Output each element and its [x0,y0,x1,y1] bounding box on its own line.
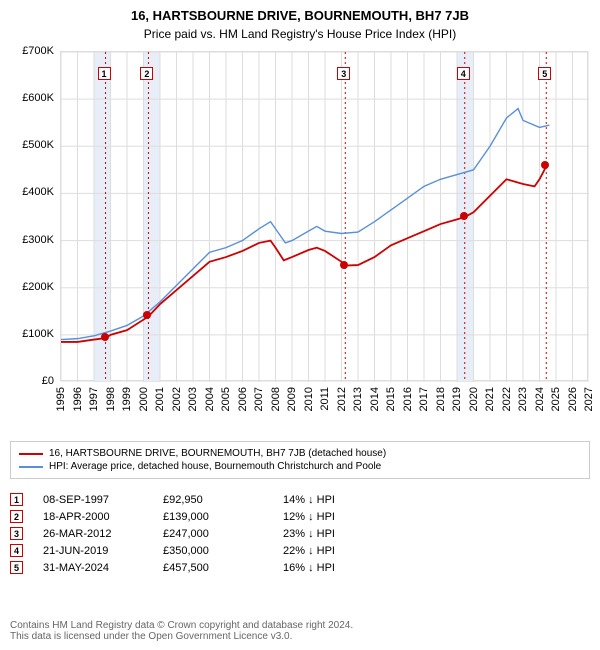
legend-label-hpi: HPI: Average price, detached house, Bour… [49,461,381,472]
x-tick-label: 2013 [352,387,364,411]
x-tick-label: 2014 [369,387,381,411]
legend-item-property: 16, HARTSBOURNE DRIVE, BOURNEMOUTH, BH7 … [19,448,581,459]
y-tick-label: £300K [10,234,54,246]
sale-diff: 12% ↓ HPI [283,511,383,523]
legend-swatch-property [19,453,43,455]
x-tick-label: 2024 [534,387,546,411]
sale-row-marker: 1 [10,493,23,506]
x-tick-label: 2027 [583,387,595,411]
sale-date: 31-MAY-2024 [43,562,143,574]
sale-marker-3: 3 [337,67,350,80]
footer-line2: This data is licensed under the Open Gov… [10,631,590,642]
x-tick-label: 2023 [517,387,529,411]
y-tick-label: £500K [10,139,54,151]
sale-dot-4 [460,212,468,220]
x-tick-label: 2021 [484,387,496,411]
container: 16, HARTSBOURNE DRIVE, BOURNEMOUTH, BH7 … [0,0,600,650]
sale-row-marker: 4 [10,544,23,557]
sale-date: 26-MAR-2012 [43,528,143,540]
sale-diff: 22% ↓ HPI [283,545,383,557]
y-tick-label: £100K [10,328,54,340]
sales-table: 1 08-SEP-1997 £92,950 14% ↓ HPI 2 18-APR-2000… [10,489,590,578]
sale-date: 08-SEP-1997 [43,494,143,506]
x-tick-label: 2018 [435,387,447,411]
sale-row-marker: 5 [10,561,23,574]
x-tick-label: 2020 [468,387,480,411]
x-tick-label: 2003 [187,387,199,411]
sale-row-marker: 3 [10,527,23,540]
sale-price: £457,500 [163,562,263,574]
y-tick-label: £0 [10,375,54,387]
x-tick-label: 2019 [451,387,463,411]
sale-dot-3 [340,261,348,269]
x-tick-label: 2025 [550,387,562,411]
x-tick-label: 2022 [501,387,513,411]
y-tick-label: £700K [10,45,54,57]
sale-date: 18-APR-2000 [43,511,143,523]
sale-row-1: 1 08-SEP-1997 £92,950 14% ↓ HPI [10,493,590,506]
sale-dot-5 [541,161,549,169]
legend-swatch-hpi [19,466,43,468]
footer-line1: Contains HM Land Registry data © Crown c… [10,620,590,631]
x-tick-label: 2004 [204,387,216,411]
sale-row-marker: 2 [10,510,23,523]
sale-price: £350,000 [163,545,263,557]
legend: 16, HARTSBOURNE DRIVE, BOURNEMOUTH, BH7 … [10,441,590,479]
x-tick-label: 2006 [237,387,249,411]
x-tick-label: 2012 [336,387,348,411]
sale-price: £92,950 [163,494,263,506]
sale-marker-5: 5 [538,67,551,80]
x-tick-label: 1999 [121,387,133,411]
x-tick-label: 2017 [418,387,430,411]
sale-date: 21-JUN-2019 [43,545,143,557]
y-tick-label: £200K [10,281,54,293]
y-tick-label: £600K [10,92,54,104]
sale-row-3: 3 26-MAR-2012 £247,000 23% ↓ HPI [10,527,590,540]
sale-marker-4: 4 [457,67,470,80]
sale-row-5: 5 31-MAY-2024 £457,500 16% ↓ HPI [10,561,590,574]
sale-diff: 14% ↓ HPI [283,494,383,506]
sale-price: £247,000 [163,528,263,540]
x-tick-label: 1995 [55,387,67,411]
legend-label-property: 16, HARTSBOURNE DRIVE, BOURNEMOUTH, BH7 … [49,448,386,459]
sale-dot-1 [101,333,109,341]
sale-price: £139,000 [163,511,263,523]
sale-dot-2 [143,311,151,319]
x-tick-label: 2011 [319,387,331,411]
sale-diff: 23% ↓ HPI [283,528,383,540]
page-title: 16, HARTSBOURNE DRIVE, BOURNEMOUTH, BH7 … [10,8,590,23]
x-tick-label: 2009 [286,387,298,411]
x-tick-label: 2005 [220,387,232,411]
x-tick-label: 2002 [171,387,183,411]
x-tick-label: 2007 [253,387,265,411]
legend-item-hpi: HPI: Average price, detached house, Bour… [19,461,581,472]
sale-diff: 16% ↓ HPI [283,562,383,574]
sale-marker-2: 2 [140,67,153,80]
x-tick-label: 2001 [154,387,166,411]
y-tick-label: £400K [10,186,54,198]
sale-row-2: 2 18-APR-2000 £139,000 12% ↓ HPI [10,510,590,523]
x-tick-label: 2016 [402,387,414,411]
x-tick-label: 2010 [303,387,315,411]
x-tick-label: 1997 [88,387,100,411]
x-tick-label: 2026 [567,387,579,411]
x-tick-label: 1996 [72,387,84,411]
sale-marker-1: 1 [98,67,111,80]
x-tick-label: 2008 [270,387,282,411]
price-chart: £0£100K£200K£300K£400K£500K£600K£700K199… [10,51,590,431]
page-subtitle: Price paid vs. HM Land Registry's House … [10,27,590,41]
x-tick-label: 2015 [385,387,397,411]
x-tick-label: 1998 [105,387,117,411]
x-tick-label: 2000 [138,387,150,411]
sale-row-4: 4 21-JUN-2019 £350,000 22% ↓ HPI [10,544,590,557]
footer: Contains HM Land Registry data © Crown c… [10,620,590,642]
